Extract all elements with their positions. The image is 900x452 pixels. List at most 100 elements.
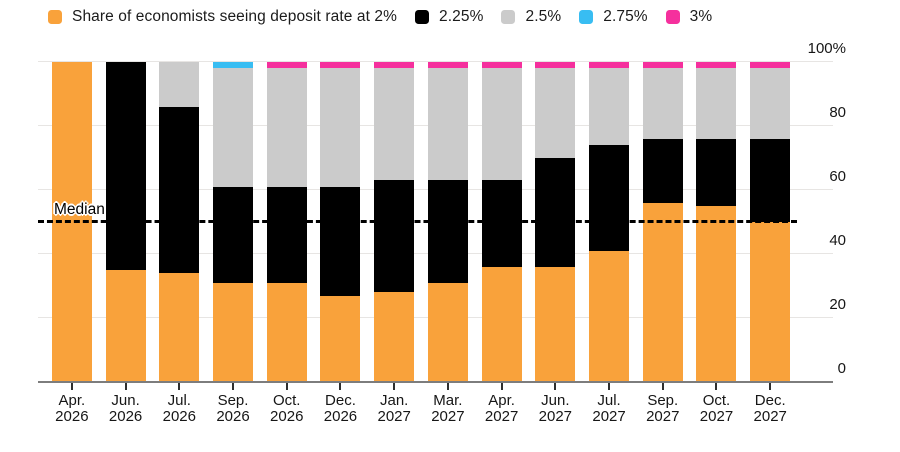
x-tick-label-year: 2027 — [484, 408, 519, 425]
x-tick-label-year: 2026 — [270, 408, 304, 425]
bar-segment-2 — [374, 292, 415, 382]
stacked-bar — [642, 62, 683, 382]
bar-column: Dec. 2027 — [743, 62, 797, 430]
bar-segment-2.5 — [427, 68, 468, 181]
bar-segment-2 — [320, 295, 361, 382]
x-tick-label: Sep. 2027 — [646, 393, 679, 425]
gridline — [38, 61, 833, 62]
bar-segment-3 — [696, 62, 737, 69]
legend: Share of economists seeing deposit rate … — [48, 8, 712, 26]
x-tick-label: Apr. 2026 — [55, 393, 88, 425]
x-axis-tick — [285, 382, 288, 390]
x-axis-tick — [339, 382, 342, 390]
x-tick-label: Jun. 2027 — [539, 393, 572, 425]
x-axis-tick — [124, 382, 127, 390]
bar-segment-3 — [427, 62, 468, 69]
bar-segment-2 — [481, 266, 522, 382]
x-tick-label: Mar. 2027 — [431, 393, 464, 425]
x-axis-tick — [769, 382, 772, 390]
bar-segment-2.25 — [427, 180, 468, 283]
y-tick-label: 80 — [829, 104, 846, 121]
bar-segment-3 — [589, 62, 630, 69]
x-tick-label-year: 2027 — [377, 408, 411, 425]
x-tick-label: Jul. 2027 — [592, 393, 625, 425]
bar-column: Jun. 2027 — [528, 62, 582, 430]
bar-segment-3 — [750, 62, 791, 69]
x-tick-label-year: 2026 — [216, 408, 250, 425]
bar-segment-2 — [105, 270, 146, 382]
y-tick-label: 60 — [829, 168, 846, 185]
bar-segment-2.5 — [535, 68, 576, 159]
x-tick-label-year: 2026 — [108, 408, 143, 425]
legend-item: Share of economists seeing deposit rate … — [48, 8, 397, 26]
bar-segment-3 — [374, 62, 415, 69]
bar-segment-3 — [642, 62, 683, 69]
bars-row: Apr. 2026 Jun. 2026 Jul. 2026 Sep. 2026 Oct. 2026… — [45, 62, 797, 430]
bar-segment-2.5 — [374, 68, 415, 181]
x-axis-tick — [715, 382, 718, 390]
bar-column: Sep. 2027 — [636, 62, 690, 430]
median-label: Median — [54, 201, 105, 218]
x-tick-label-month: Jun. — [541, 392, 570, 409]
bar-segment-3 — [535, 62, 576, 69]
x-tick-label-month: Oct. — [272, 392, 301, 409]
stacked-bar — [159, 62, 200, 382]
legend-swatch-icon — [501, 10, 516, 24]
x-tick-label-month: Sep. — [217, 392, 249, 409]
x-tick-label-year: 2027 — [431, 408, 465, 425]
x-tick-label: Jun. 2026 — [109, 393, 142, 425]
bar-segment-2.25 — [105, 62, 146, 270]
bar-segment-2.25 — [481, 180, 522, 267]
bar-segment-3 — [266, 62, 307, 69]
legend-item: 2.75% — [579, 8, 648, 26]
x-tick-label-month: Jan. — [379, 392, 409, 409]
bar-segment-2.25 — [213, 186, 254, 283]
legend-swatch-icon — [665, 10, 680, 24]
legend-item: 2.25% — [415, 8, 483, 26]
bar-column: Mar. 2027 — [421, 62, 475, 430]
bar-segment-2.25 — [374, 180, 415, 293]
bar-segment-2.25 — [750, 138, 791, 222]
bar-segment-2 — [266, 282, 307, 382]
bar-segment-2 — [589, 250, 630, 382]
bar-segment-2 — [159, 273, 200, 382]
bar-column: Jul. 2026 — [152, 62, 206, 430]
x-tick-label-month: Oct. — [702, 392, 731, 409]
legend-item: 2.5% — [501, 8, 561, 26]
x-tick-label-year: 2027 — [699, 408, 734, 425]
x-axis-tick — [500, 382, 503, 390]
x-axis-tick — [554, 382, 557, 390]
median-line — [38, 220, 797, 223]
bar-column: Jul. 2027 — [582, 62, 636, 430]
bar-segment-2.25 — [589, 145, 630, 251]
stacked-bar — [696, 62, 737, 382]
x-axis-line — [38, 381, 833, 383]
x-tick-label-month: Mar. — [433, 392, 463, 409]
bar-segment-2.5 — [481, 68, 522, 181]
x-axis-tick — [178, 382, 181, 390]
x-tick-label: Jan. 2027 — [377, 393, 410, 425]
bar-segment-2.5 — [213, 68, 254, 187]
x-tick-label: Apr. 2027 — [485, 393, 518, 425]
stacked-bar — [213, 62, 254, 382]
bar-segment-2.25 — [535, 158, 576, 267]
x-tick-label-year: 2026 — [55, 408, 89, 425]
y-tick-label: 0 — [837, 360, 846, 377]
stacked-bar — [750, 62, 791, 382]
x-tick-label: Oct. 2026 — [270, 393, 303, 425]
bar-segment-2.5 — [696, 68, 737, 139]
legend-item: 3% — [665, 8, 713, 26]
bar-column: Apr. 2027 — [475, 62, 529, 430]
x-axis-tick — [661, 382, 664, 390]
x-tick-label: Sep. 2026 — [216, 393, 249, 425]
x-tick-label-month: Jul. — [597, 392, 621, 409]
x-tick-label: Jul. 2026 — [163, 393, 196, 425]
bar-segment-2.5 — [159, 62, 200, 107]
bar-segment-2 — [427, 282, 468, 382]
bar-segment-2.5 — [642, 68, 683, 139]
bar-column: Jan. 2027 — [367, 62, 421, 430]
x-axis-tick — [70, 382, 73, 390]
x-tick-label: Dec. 2026 — [324, 393, 357, 425]
y-tick-label: 100% — [807, 40, 846, 57]
